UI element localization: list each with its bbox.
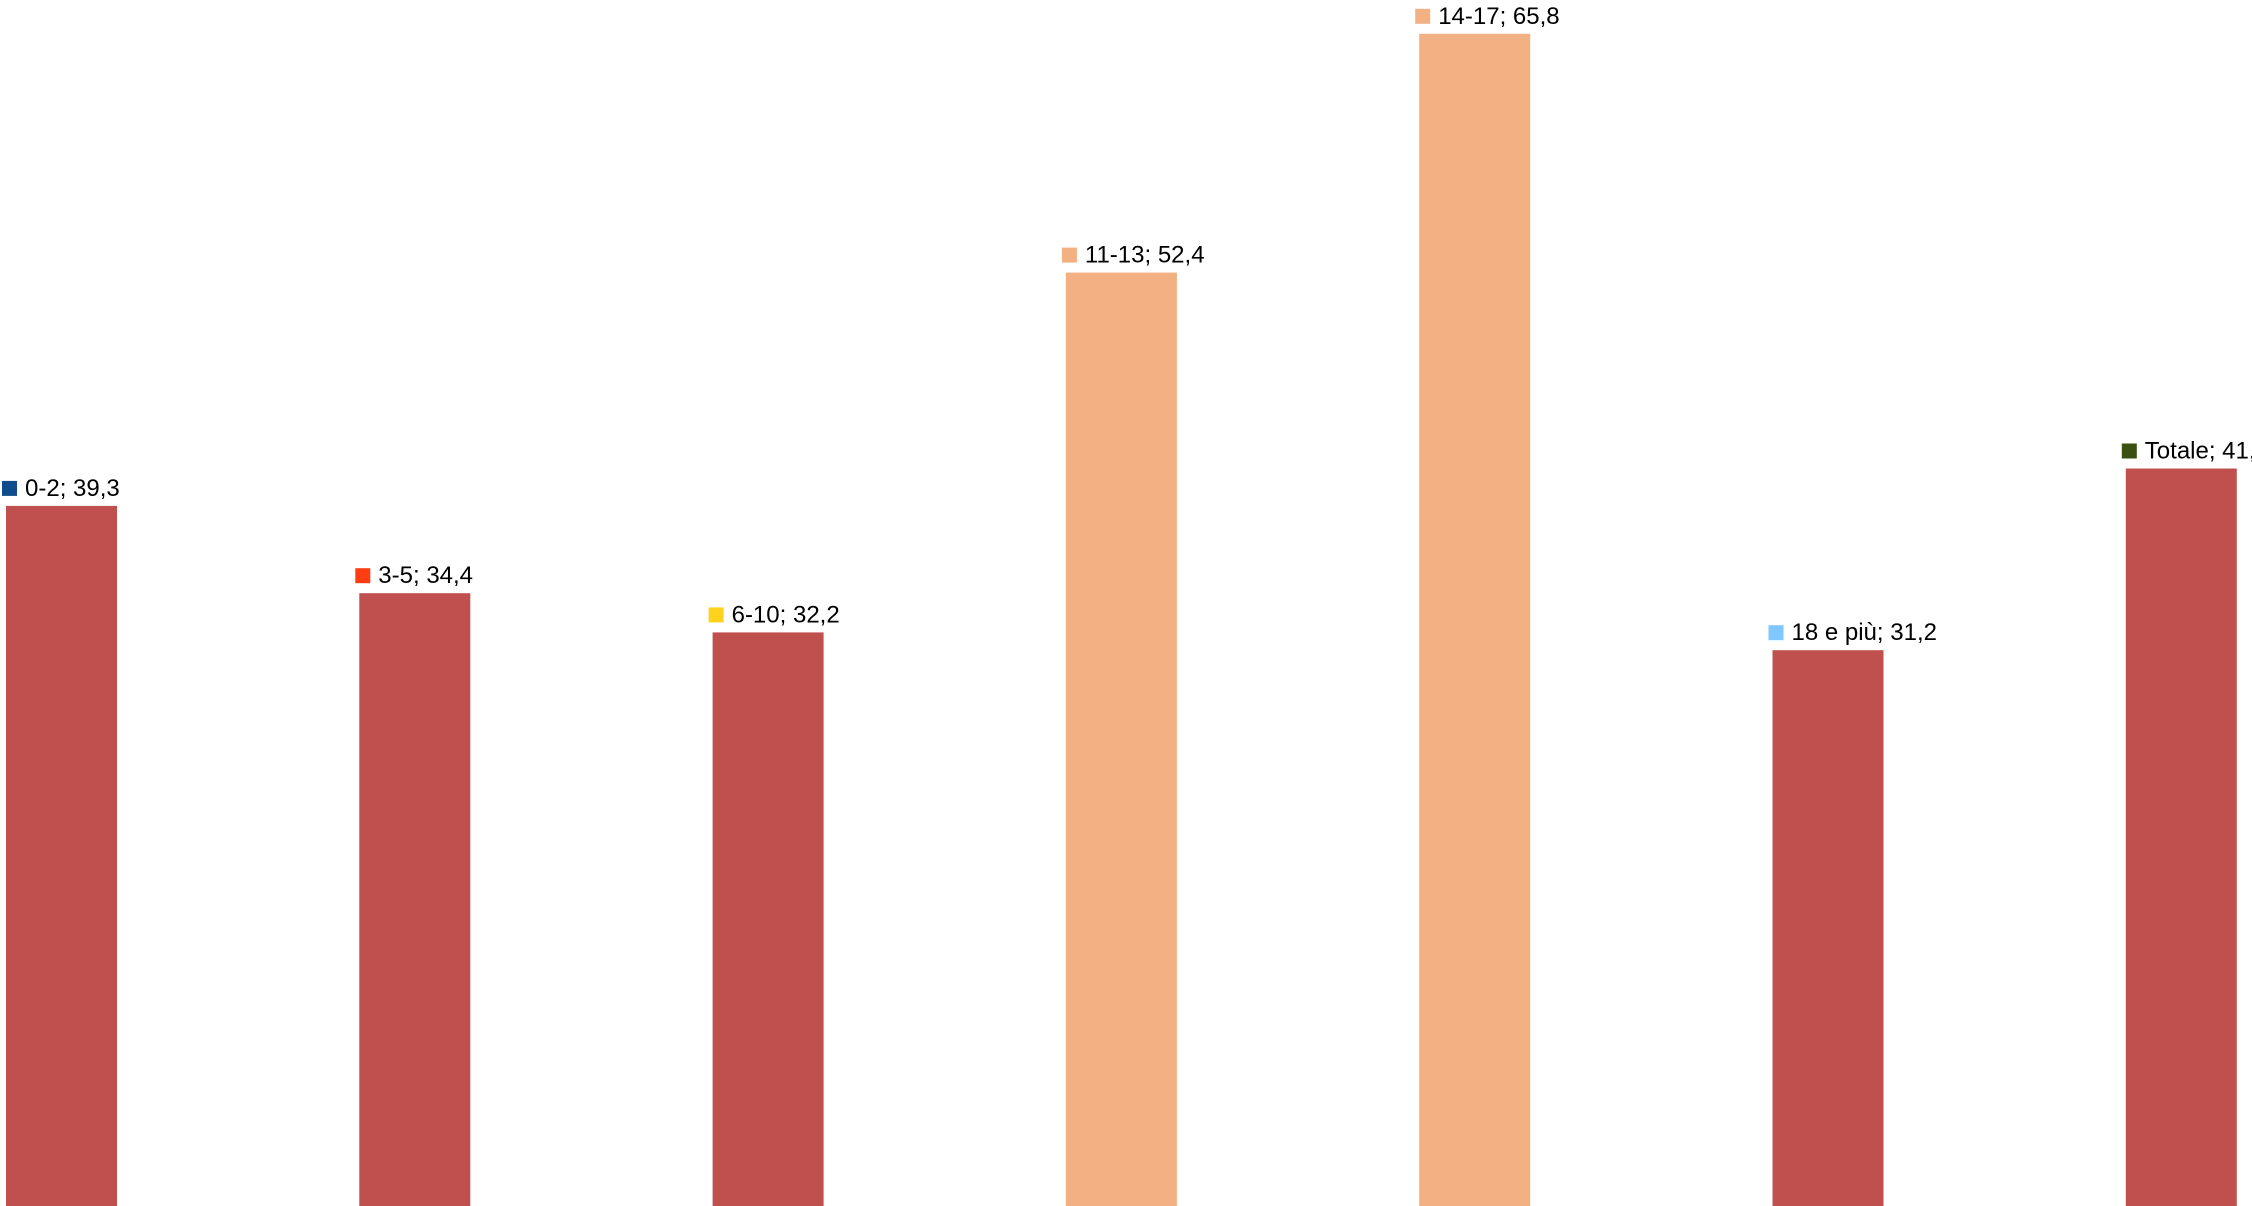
data-label-18-e-pi: 18 e più; 31,2 [1792, 619, 1937, 646]
bar-14-17 [1419, 33, 1531, 1206]
bar-18-e-pi [1772, 650, 1884, 1206]
bar-totale [2125, 468, 2237, 1206]
data-label-11-13: 11-13; 52,4 [1085, 242, 1205, 269]
legend-key-11-13 [1061, 247, 1077, 263]
legend-key-3-5 [355, 568, 371, 584]
data-label-3-5: 3-5; 34,4 [378, 562, 473, 589]
legend-key-0-2 [2, 480, 17, 496]
labels-layer: 0-2; 39,3 3-5; 34,4 6-10; 32,2 11-13; 52,4 1… [2, 3, 2252, 646]
bar-6-10 [712, 632, 824, 1206]
legend-key-18-e-pi [1768, 625, 1784, 641]
legend-key-14-17 [1415, 8, 1431, 24]
legend-key-6-10 [708, 607, 724, 623]
legend-key-totale [2121, 443, 2137, 459]
bar-11-13 [1065, 272, 1177, 1206]
data-label-0-2: 0-2; 39,3 [25, 475, 120, 502]
bar-3-5 [359, 593, 471, 1206]
bars-layer [6, 33, 2237, 1206]
bar-0-2 [6, 505, 117, 1206]
data-label-totale: Totale; 41,4 [2145, 438, 2252, 465]
data-label-6-10: 6-10; 32,2 [732, 601, 840, 628]
data-label-14-17: 14-17; 65,8 [1438, 3, 1559, 30]
